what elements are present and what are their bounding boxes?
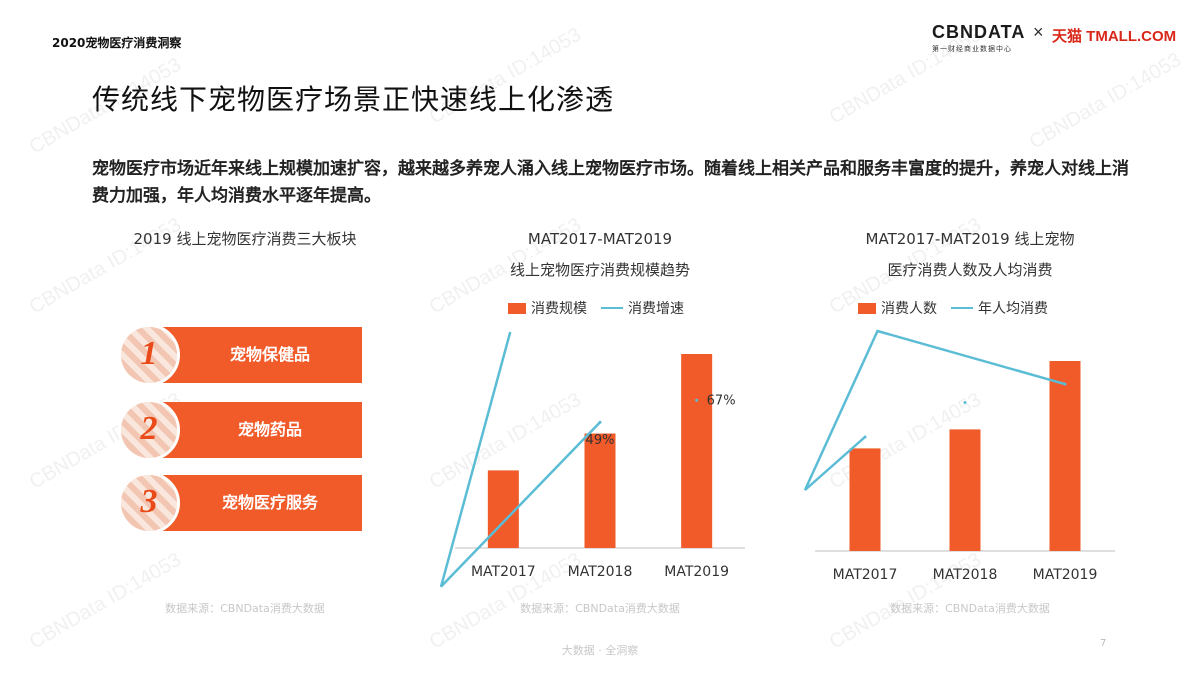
- legend-label: 消费规模: [531, 301, 587, 317]
- segment-badge-pattern: [121, 327, 177, 383]
- segment-band: [150, 475, 362, 531]
- cbndata-logo: CBNDATA: [932, 22, 1026, 42]
- line-point: [1063, 382, 1067, 386]
- segment-number: 1: [140, 335, 158, 372]
- bar-MAT2018: [949, 429, 981, 551]
- segment-band: [150, 327, 362, 383]
- bar-MAT2017: [487, 470, 519, 548]
- line-point: [963, 401, 967, 404]
- chart2-legend: 消费人数 年人均消费: [858, 298, 1048, 318]
- left-source-note: 数据来源：CBNData消费大数据: [165, 602, 325, 615]
- bar-MAT2019: [681, 354, 713, 548]
- legend-label: 年人均消费: [978, 301, 1048, 317]
- report-tag: 2020宠物医疗消费洞察: [52, 36, 182, 50]
- segment-item-3: 3 宠物医疗服务: [118, 472, 362, 534]
- legend-bar-swatch: [508, 302, 526, 314]
- intro-paragraph: 宠物医疗市场近年来线上规模加速扩容，越来越多养宠人涌入线上宠物医疗市场。随着线上…: [92, 159, 1129, 206]
- legend-label: 消费增速: [628, 301, 684, 317]
- line-point: [598, 420, 602, 424]
- segment-label: 宠物医疗服务: [221, 493, 318, 512]
- tmall-logo: 天猫 TMALL.COM: [1052, 28, 1177, 45]
- data-label: 67%: [707, 393, 736, 408]
- segment-label: 宠物保健品: [229, 345, 310, 364]
- chart1-legend: 消费规模 消费增速: [508, 298, 684, 318]
- segment-badge: [118, 399, 180, 461]
- cbndata-logo-subtitle: 第一财经商业数据中心: [932, 45, 1012, 53]
- segment-badge: [118, 324, 180, 386]
- x-tick-label: MAT2019: [664, 564, 729, 580]
- watermark: CBNData ID:14053: [1025, 48, 1185, 154]
- x-tick-label: MAT2017: [833, 567, 898, 583]
- segment-badge-pattern: [121, 402, 177, 458]
- line-point: [695, 398, 699, 402]
- legend-line-swatch: [601, 307, 623, 309]
- x-tick-label: MAT2018: [933, 567, 998, 583]
- segment-item-1: 1 宠物保健品: [118, 324, 362, 386]
- legend-line-swatch: [951, 307, 973, 309]
- x-tick-label: MAT2019: [1033, 567, 1098, 583]
- segment-number: 2: [140, 410, 158, 447]
- brand-logos: CBNDATA 第一财经商业数据中心 × 天猫 TMALL.COM: [932, 22, 1176, 56]
- chart1-title: MAT2017-MAT2019 线上宠物医疗消费规模趋势: [440, 224, 760, 286]
- chart1-plot: MAT2017 MAT2018 MAT2019 49% 67%: [439, 331, 745, 588]
- series-line-年人均消费: [803, 329, 1066, 491]
- logo-separator: ×: [1033, 22, 1044, 42]
- segment-badge: [118, 472, 180, 534]
- data-label: 49%: [586, 433, 615, 448]
- chart2-title: MAT2017-MAT2019 线上宠物 医疗消费人数及人均消费: [805, 224, 1135, 286]
- footer-slogan: 大数据 · 全洞察: [561, 644, 639, 657]
- line-point: [863, 435, 867, 439]
- segment-band: [150, 402, 362, 458]
- bar-MAT2018: [584, 433, 616, 548]
- page-title: 传统线下宠物医疗场景正快速线上化渗透: [92, 83, 615, 116]
- segment-number: 3: [140, 483, 158, 520]
- segment-label: 宠物药品: [237, 420, 302, 439]
- chart2-title-line1: MAT2017-MAT2019 线上宠物: [865, 230, 1075, 248]
- legend-label: 消费人数: [881, 301, 937, 317]
- chart1-source-note: 数据来源：CBNData消费大数据: [520, 602, 680, 615]
- chart2-plot: MAT2017 MAT2018 MAT2019: [803, 329, 1115, 583]
- bar-MAT2017: [849, 448, 881, 551]
- chart2-source-note: 数据来源：CBNData消费大数据: [890, 602, 1050, 615]
- bar-MAT2019: [1049, 361, 1081, 551]
- x-tick-label: MAT2017: [471, 564, 536, 580]
- chart1-title-line2: 线上宠物医疗消费规模趋势: [509, 261, 690, 279]
- chart2-title-line2: 医疗消费人数及人均消费: [887, 261, 1053, 279]
- left-panel-title: 2019 线上宠物医疗消费三大板块: [133, 230, 357, 248]
- series-line-消费增速: [439, 331, 601, 588]
- x-tick-label: MAT2018: [568, 564, 633, 580]
- chart1-title-line1: MAT2017-MAT2019: [527, 230, 673, 248]
- segment-badge-pattern: [121, 475, 177, 531]
- page-number: 7: [1100, 638, 1107, 649]
- segment-item-2: 2 宠物药品: [118, 399, 362, 461]
- legend-bar-swatch: [858, 302, 876, 314]
